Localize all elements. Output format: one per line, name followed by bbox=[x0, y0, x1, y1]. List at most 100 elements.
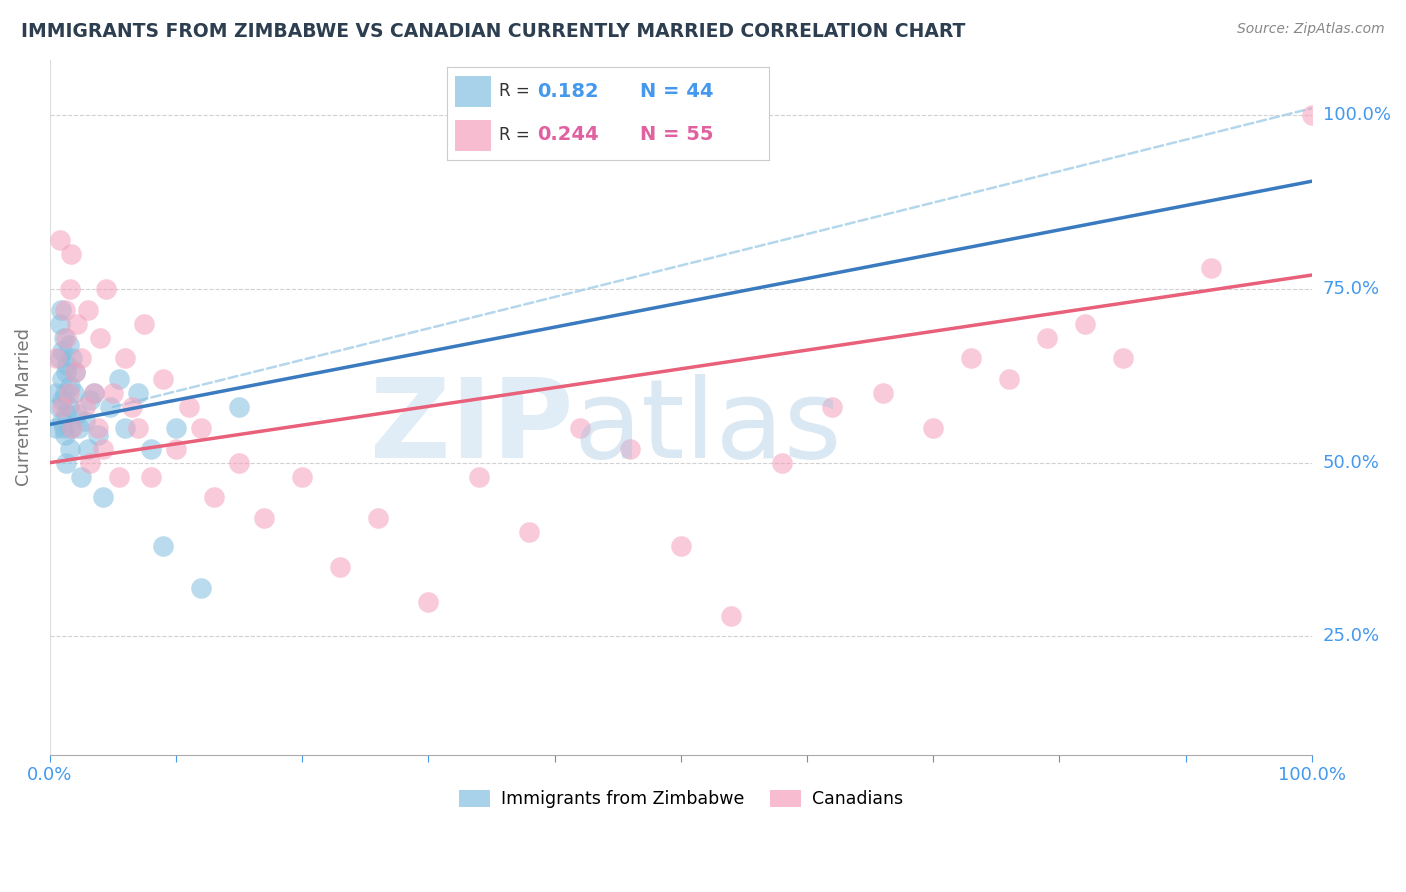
Point bbox=[517, 525, 540, 540]
Point bbox=[720, 608, 742, 623]
Point bbox=[51, 393, 73, 408]
Point bbox=[55, 365, 77, 379]
Point bbox=[152, 539, 174, 553]
Point bbox=[101, 386, 124, 401]
Point bbox=[922, 421, 945, 435]
Point bbox=[329, 560, 352, 574]
Point bbox=[52, 421, 75, 435]
Point bbox=[139, 442, 162, 456]
Point bbox=[190, 581, 212, 595]
Point bbox=[418, 595, 440, 609]
Point bbox=[91, 442, 114, 456]
Point bbox=[70, 351, 93, 366]
Text: 100.0%: 100.0% bbox=[1323, 106, 1391, 124]
Point bbox=[49, 317, 72, 331]
Point bbox=[53, 302, 76, 317]
Point bbox=[165, 442, 187, 456]
Point bbox=[48, 400, 70, 414]
Point bbox=[770, 456, 793, 470]
Point bbox=[49, 233, 72, 247]
Text: 50.0%: 50.0% bbox=[1323, 454, 1379, 472]
Point bbox=[60, 421, 83, 435]
Point bbox=[58, 400, 80, 414]
Point bbox=[83, 386, 105, 401]
Point bbox=[49, 351, 72, 366]
Text: ZIP: ZIP bbox=[370, 375, 574, 482]
Point bbox=[152, 372, 174, 386]
Point bbox=[79, 393, 101, 408]
Point bbox=[45, 421, 67, 435]
Point bbox=[62, 386, 84, 401]
Point bbox=[49, 302, 72, 317]
Point bbox=[114, 351, 136, 366]
Point bbox=[228, 456, 250, 470]
Point bbox=[190, 421, 212, 435]
Point bbox=[1073, 317, 1095, 331]
Point bbox=[59, 442, 82, 456]
Point bbox=[53, 428, 76, 442]
Point bbox=[121, 400, 143, 414]
Point bbox=[86, 428, 108, 442]
Point bbox=[53, 386, 76, 401]
Text: IMMIGRANTS FROM ZIMBABWE VS CANADIAN CURRENTLY MARRIED CORRELATION CHART: IMMIGRANTS FROM ZIMBABWE VS CANADIAN CUR… bbox=[21, 22, 966, 41]
Point bbox=[51, 372, 73, 386]
Point bbox=[55, 407, 77, 421]
Text: 75.0%: 75.0% bbox=[1323, 280, 1381, 298]
Point bbox=[51, 344, 73, 359]
Point bbox=[367, 511, 389, 525]
Point bbox=[58, 386, 80, 401]
Point bbox=[79, 456, 101, 470]
Point bbox=[59, 379, 82, 393]
Text: atlas: atlas bbox=[574, 375, 842, 482]
Point bbox=[134, 317, 156, 331]
Point bbox=[1036, 330, 1059, 344]
Point bbox=[96, 282, 118, 296]
Point bbox=[51, 400, 73, 414]
Point bbox=[1301, 108, 1323, 122]
Point bbox=[1111, 351, 1133, 366]
Point bbox=[73, 414, 96, 428]
Point bbox=[872, 386, 894, 401]
Point bbox=[76, 442, 98, 456]
Point bbox=[66, 407, 89, 421]
Y-axis label: Currently Married: Currently Married bbox=[15, 328, 32, 486]
Point bbox=[60, 421, 83, 435]
Point bbox=[108, 372, 131, 386]
Point bbox=[139, 469, 162, 483]
Point bbox=[89, 330, 111, 344]
Point bbox=[67, 421, 90, 435]
Point bbox=[63, 365, 86, 379]
Point bbox=[821, 400, 844, 414]
Point bbox=[66, 317, 89, 331]
Point bbox=[76, 302, 98, 317]
Point bbox=[73, 400, 96, 414]
Point bbox=[70, 469, 93, 483]
Point bbox=[55, 330, 77, 344]
Point bbox=[91, 491, 114, 505]
Point bbox=[108, 469, 131, 483]
Point bbox=[55, 456, 77, 470]
Point bbox=[58, 337, 80, 351]
Text: 25.0%: 25.0% bbox=[1323, 627, 1381, 646]
Point bbox=[468, 469, 491, 483]
Point bbox=[228, 400, 250, 414]
Point bbox=[56, 359, 79, 373]
Point bbox=[127, 421, 149, 435]
Point bbox=[202, 491, 225, 505]
Point bbox=[83, 386, 105, 401]
Point bbox=[127, 386, 149, 401]
Point bbox=[1199, 261, 1222, 276]
Point bbox=[619, 442, 641, 456]
Point bbox=[253, 511, 276, 525]
Point bbox=[568, 421, 591, 435]
Point bbox=[59, 282, 82, 296]
Point bbox=[998, 372, 1021, 386]
Text: Source: ZipAtlas.com: Source: ZipAtlas.com bbox=[1237, 22, 1385, 37]
Legend: Immigrants from Zimbabwe, Canadians: Immigrants from Zimbabwe, Canadians bbox=[451, 782, 910, 815]
Point bbox=[291, 469, 314, 483]
Point bbox=[669, 539, 692, 553]
Point bbox=[63, 365, 86, 379]
Point bbox=[45, 386, 67, 401]
Point bbox=[177, 400, 200, 414]
Point bbox=[60, 351, 83, 366]
